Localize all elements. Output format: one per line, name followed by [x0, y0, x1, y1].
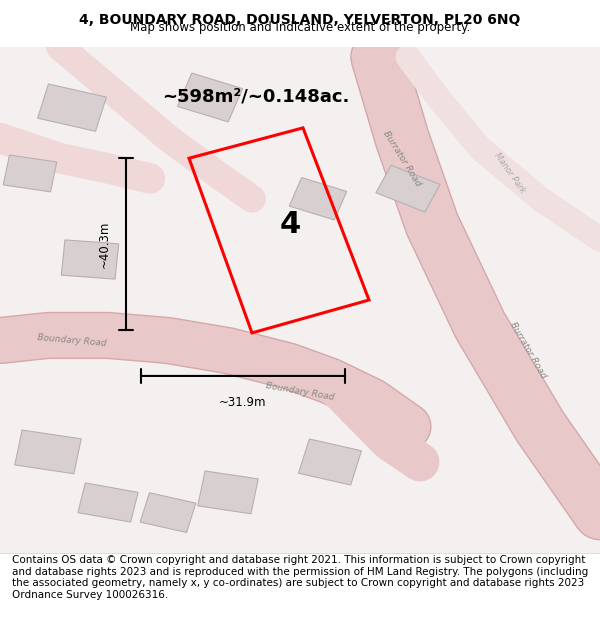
FancyBboxPatch shape	[78, 483, 138, 522]
Text: Contains OS data © Crown copyright and database right 2021. This information is : Contains OS data © Crown copyright and d…	[12, 555, 588, 600]
FancyBboxPatch shape	[15, 430, 81, 474]
FancyBboxPatch shape	[140, 492, 196, 532]
Text: ~31.9m: ~31.9m	[219, 396, 267, 409]
Text: Map shows position and indicative extent of the property.: Map shows position and indicative extent…	[130, 21, 470, 34]
Text: Boundary Road: Boundary Road	[37, 333, 107, 348]
FancyBboxPatch shape	[298, 439, 362, 485]
Text: Manor Park: Manor Park	[493, 151, 527, 196]
FancyBboxPatch shape	[38, 84, 106, 131]
FancyBboxPatch shape	[289, 177, 347, 220]
Text: Boundary Road: Boundary Road	[265, 381, 335, 402]
FancyBboxPatch shape	[376, 165, 440, 212]
Text: Burrator Road: Burrator Road	[508, 321, 548, 381]
FancyBboxPatch shape	[61, 240, 119, 279]
FancyBboxPatch shape	[3, 155, 57, 192]
Text: ~40.3m: ~40.3m	[98, 221, 111, 268]
Text: ~598m²/~0.148ac.: ~598m²/~0.148ac.	[162, 88, 349, 106]
Text: Burrator Road: Burrator Road	[382, 129, 422, 188]
FancyBboxPatch shape	[198, 471, 258, 514]
FancyBboxPatch shape	[178, 73, 242, 122]
Text: 4, BOUNDARY ROAD, DOUSLAND, YELVERTON, PL20 6NQ: 4, BOUNDARY ROAD, DOUSLAND, YELVERTON, P…	[79, 13, 521, 27]
Text: 4: 4	[280, 210, 301, 239]
